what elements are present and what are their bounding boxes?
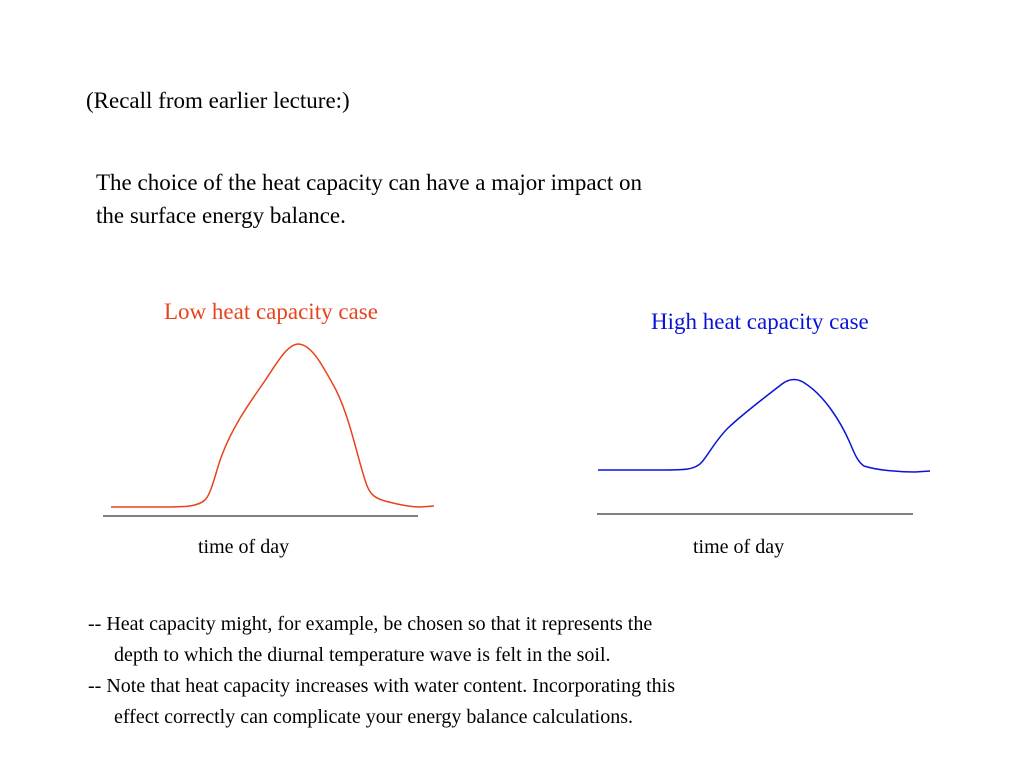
recall-note: (Recall from earlier lecture:) bbox=[86, 88, 350, 113]
intro-line-1: The choice of the heat capacity can have… bbox=[96, 170, 642, 195]
bullet-2-line-1: -- Note that heat capacity increases wit… bbox=[88, 675, 675, 697]
low-heat-capacity-curve bbox=[111, 343, 435, 508]
low-time-of-day-label: time of day bbox=[198, 536, 290, 558]
bullet-2-line-2: effect correctly can complicate your ene… bbox=[114, 706, 633, 728]
bullet-1-line-1: -- Heat capacity might, for example, be … bbox=[88, 613, 653, 635]
notes-list: -- Heat capacity might, for example, be … bbox=[88, 609, 675, 733]
intro-statement: The choice of the heat capacity can have… bbox=[96, 166, 642, 232]
bullet-1-line-2: depth to which the diurnal temperature w… bbox=[114, 644, 611, 666]
high-heat-capacity-title: High heat capacity case bbox=[651, 309, 869, 334]
intro-line-2: the surface energy balance. bbox=[96, 203, 346, 228]
high-time-of-day-label: time of day bbox=[693, 536, 785, 558]
low-heat-capacity-title: Low heat capacity case bbox=[164, 299, 378, 324]
high-heat-capacity-curve bbox=[598, 378, 931, 473]
